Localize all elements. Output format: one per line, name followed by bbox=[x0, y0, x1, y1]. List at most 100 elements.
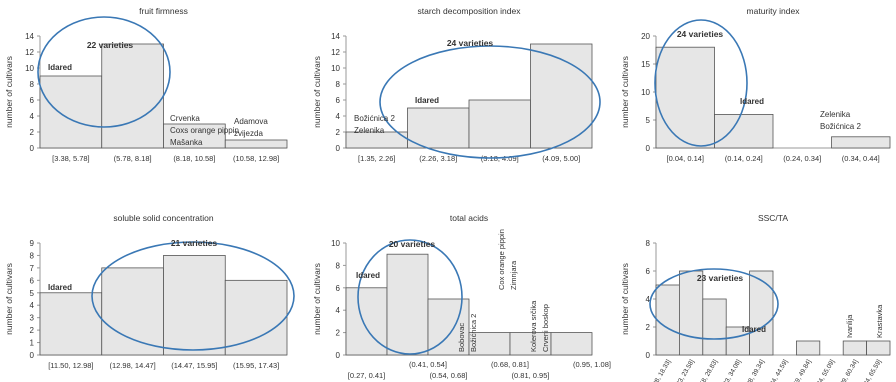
bar bbox=[427, 298, 470, 356]
annotation-label: Zelenika bbox=[820, 110, 851, 119]
y-tick-label: 4 bbox=[646, 295, 651, 304]
annotation-label: Coxs orange pippin bbox=[170, 126, 239, 135]
chart-title: soluble solid concentration bbox=[113, 213, 213, 223]
y-tick-label: 6 bbox=[646, 267, 651, 276]
y-tick-label: 12 bbox=[25, 48, 34, 57]
annotation-label: 23 varieties bbox=[697, 273, 744, 283]
y-tick-label: 6 bbox=[336, 284, 341, 293]
y-tick-label: 2 bbox=[646, 323, 651, 332]
y-tick-label: 4 bbox=[336, 112, 341, 121]
annotation-label: Ivanlija bbox=[845, 314, 854, 338]
x-tick-label: (12.98, 14.47] bbox=[109, 361, 155, 370]
annotation-label: 24 varieties bbox=[447, 38, 494, 48]
bar bbox=[224, 279, 288, 356]
annotation-label: Crveni boskop bbox=[541, 304, 550, 352]
y-tick-label: 10 bbox=[25, 64, 34, 73]
y-tick-label: 5 bbox=[30, 289, 35, 298]
bar bbox=[702, 298, 727, 356]
annotation-label: Idared bbox=[415, 96, 439, 105]
y-tick-label: 2 bbox=[336, 128, 341, 137]
x-tick-label: (2.26, 3.18] bbox=[419, 154, 457, 163]
chart-panel: soluble solid concentration number of cul… bbox=[4, 213, 295, 370]
x-tick-label: (0.54, 0.68] bbox=[430, 371, 468, 380]
y-tick-label: 0 bbox=[646, 144, 651, 153]
y-tick-label: 2 bbox=[30, 326, 35, 335]
chart-title: total acids bbox=[450, 213, 488, 223]
x-tick-label: (14.47, 15.95] bbox=[171, 361, 217, 370]
x-tick-label: [11.50, 12.98] bbox=[48, 361, 93, 370]
x-tick-label: [0.27, 0.41] bbox=[348, 371, 386, 380]
bar bbox=[866, 340, 891, 356]
y-tick-label: 14 bbox=[331, 32, 340, 41]
annotation-label: Idared bbox=[740, 97, 764, 106]
bar bbox=[101, 43, 164, 149]
annotation-label: 24 varieties bbox=[677, 29, 724, 39]
y-tick-label: 4 bbox=[30, 112, 35, 121]
y-tick-label: 8 bbox=[336, 80, 341, 89]
y-tick-label: 6 bbox=[336, 96, 341, 105]
bar bbox=[163, 255, 226, 356]
y-tick-label: 0 bbox=[30, 144, 35, 153]
y-tick-label: 7 bbox=[30, 264, 35, 273]
chart-title: maturity index bbox=[747, 6, 801, 16]
y-axis-label: number of cultivars bbox=[312, 56, 322, 128]
x-tick-label: (15.95, 17.43] bbox=[233, 361, 279, 370]
y-axis-label: number of cultivars bbox=[312, 263, 322, 335]
bar bbox=[831, 136, 891, 149]
bar bbox=[749, 270, 774, 356]
annotation-label: Zelenika bbox=[354, 126, 385, 135]
x-tick-label: (10.58, 12.98] bbox=[233, 154, 279, 163]
x-tick-label: (49.84, 55.09] bbox=[810, 358, 836, 382]
annotation-label: Božićnica 2 bbox=[469, 314, 478, 352]
bar bbox=[796, 340, 821, 356]
bar bbox=[679, 270, 704, 356]
bar bbox=[386, 253, 429, 356]
y-tick-label: 10 bbox=[331, 239, 340, 248]
bar bbox=[842, 340, 868, 356]
x-tick-label: (4.09, 5.00] bbox=[542, 154, 580, 163]
annotation-label: Idared bbox=[48, 63, 72, 72]
annotation-label: 21 varieties bbox=[171, 238, 218, 248]
bar bbox=[655, 284, 680, 356]
variety-group-ellipse bbox=[357, 239, 463, 355]
y-tick-label: 6 bbox=[30, 96, 35, 105]
annotation-label: Cox orange pippin bbox=[497, 229, 506, 290]
x-tick-label: [0.04, 0.14] bbox=[666, 154, 704, 163]
y-tick-label: 14 bbox=[25, 32, 34, 41]
y-tick-label: 2 bbox=[30, 128, 35, 137]
y-axis-label: number of cultivars bbox=[4, 56, 14, 128]
y-tick-label: 4 bbox=[30, 301, 35, 310]
bar bbox=[39, 292, 103, 356]
bar bbox=[655, 46, 715, 149]
annotation-label: Bobovac bbox=[457, 323, 466, 352]
chart-title: starch decomposition index bbox=[417, 6, 521, 16]
annotation-label: Idared bbox=[48, 283, 72, 292]
y-tick-label: 20 bbox=[641, 32, 650, 41]
annotation-label: Zimnjara bbox=[509, 260, 518, 290]
annotation-label: Crvenka bbox=[170, 114, 200, 123]
x-tick-label: (0.24, 0.34] bbox=[783, 154, 821, 163]
x-tick-label: [3.38, 5.78] bbox=[52, 154, 90, 163]
y-tick-label: 0 bbox=[336, 351, 341, 360]
y-tick-label: 10 bbox=[331, 64, 340, 73]
variety-group-ellipse bbox=[37, 16, 171, 128]
bar bbox=[468, 99, 531, 149]
y-tick-label: 4 bbox=[336, 306, 341, 315]
y-tick-label: 8 bbox=[30, 80, 35, 89]
chart-panel: starch decomposition index number of cult… bbox=[312, 6, 601, 163]
x-tick-label: (0.34, 0.44] bbox=[842, 154, 880, 163]
bar bbox=[714, 114, 774, 149]
bar bbox=[101, 267, 164, 356]
y-axis-label: number of cultivars bbox=[620, 56, 630, 128]
annotation-label: Adamova bbox=[234, 117, 268, 126]
y-tick-label: 8 bbox=[646, 239, 651, 248]
annotation-label: Božićnica 2 bbox=[820, 122, 861, 131]
bar bbox=[530, 43, 593, 149]
x-tick-label: (28.83, 34.08] bbox=[717, 358, 743, 382]
y-tick-label: 12 bbox=[331, 48, 340, 57]
y-tick-label: 0 bbox=[30, 351, 35, 360]
chart-panel: fruit firmness number of cultivars 0 2 4 6 8 10… bbox=[4, 6, 288, 163]
annotation-label: Mašanka bbox=[170, 138, 203, 147]
x-tick-label: (44.59, 49.84] bbox=[787, 358, 813, 382]
